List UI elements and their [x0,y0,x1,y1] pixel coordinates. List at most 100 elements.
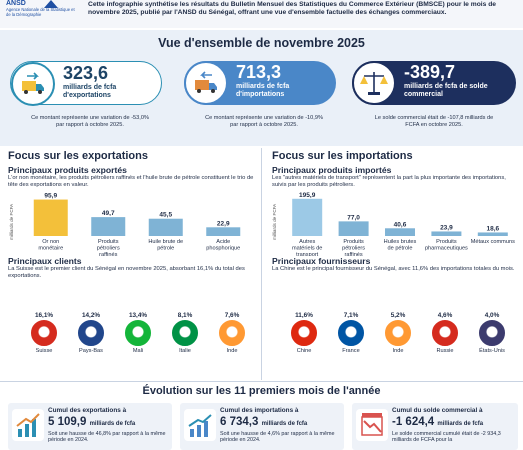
country-share: 11,6% [295,312,313,319]
evo-exports-head: Cumul des exportations à [48,407,127,414]
bar-category-label: Autres matériels de transport [292,239,322,256]
country-share: 5,2% [390,312,406,319]
bar [33,199,68,236]
country-flag-icon [31,320,57,346]
evo-imports-note: Soit une hausse de 4,6% par rapport à la… [220,431,335,444]
country-share: 4,6% [437,312,453,319]
bar-value-label: 49,7 [102,210,115,217]
exports-clients-text: La Suisse est le premier client du Sénég… [8,266,245,279]
bar-category-label: Acide phosphorique [206,239,240,252]
exports-note: Ce montant représente une variation de -… [31,115,149,128]
bar-category-label: Huiles brutes de pétrole [384,239,417,252]
bar [338,221,369,236]
rising-chart-icon [184,409,216,441]
header: ANSD Agence Nationale de la Statistique … [0,0,523,28]
bar-category-label: Métaux communs [471,239,515,245]
evo-imports-head: Cumul des importations à [220,407,299,414]
bar [148,218,183,236]
country-name: France [342,348,360,354]
logo-mark-icon [44,0,58,8]
exports-bar-chart: 95,9 Or non monétaire 49,7 Produits pétrolier… [33,193,241,256]
country-share: 14,2% [81,312,101,319]
exports-label: milliards de fcfa d'exportations [63,84,117,99]
rising-chart-icon [12,409,44,441]
evo-balance-note: Le solde commercial cumulé était de -2 9… [392,431,501,444]
bar [477,232,508,236]
bar-value-label: 23,9 [440,224,453,231]
country-flag-icon [479,320,505,346]
imports-value: 713,3 [236,62,282,82]
balance-kpi: -389,7 milliards de fcfa de solde commer… [352,61,516,105]
country-name: Inde [226,348,238,354]
exports-section-title: Focus sur les exportations [8,150,148,162]
country-flag-icon [385,320,411,346]
country-item: 7,6% Inde [210,312,254,354]
country-name: Chine [296,348,312,354]
exports-products-title: Principaux produits exportés [8,165,127,175]
country-item: 14,2% Pays-Bas [69,312,113,354]
imports-bar-chart: 195,9 Autres matériels de transport 77,0 Prod… [292,192,515,256]
imports-products-text: Les "autres matériels de transport" repr… [272,175,506,188]
exports-kpi: 323,6 milliards de fcfa d'exportations [10,61,162,106]
imports-products-title: Principaux produits importés [272,165,392,175]
bar-category-label: Huile brute de pétrole [148,239,183,252]
evolution-card-balance: Cumul du solde commercial à -1 624,4 mil… [352,403,518,450]
balance-label: milliards de fcfa de solde commercial [404,83,488,98]
imports-section-title: Focus sur les importations [272,150,413,162]
evolution-title: Évolution sur les 11 premiers mois de l'… [142,385,381,397]
bar-value-label: 22,9 [217,220,230,227]
country-item: 11,6% Chine [282,312,326,354]
bar-value-label: 195,9 [299,192,316,199]
country-name: Russie [436,348,454,354]
scale-icon [352,61,396,105]
imports-label: milliards de fcfa d'importations [236,83,290,98]
evo-balance-head: Cumul du solde commercial à [392,407,483,414]
logo-text: ANSD [6,0,26,7]
balance-note: Le solde commercial était de -107,8 mill… [374,115,494,128]
bar-category-label: Or non monétaire [38,239,63,252]
evo-exports-value: 5 109,9 milliards de fcfa [48,416,136,428]
country-flag-icon [432,320,458,346]
bar-value-label: 45,5 [159,212,172,219]
country-share: 7,6% [224,312,240,319]
bar-category-label: Produits pétroliers raffinés [342,239,365,256]
imports-suppliers-title: Principaux fournisseurs [272,256,371,266]
evo-exports-note: Soit une hausse de 46,8% par rapport à l… [48,431,166,444]
bar-category-label: Produits pharmaceutiques [425,239,468,252]
bar-value-label: 77,0 [347,214,360,221]
evolution-card-imports: Cumul des importations à 6 734,3 milliar… [180,403,344,450]
country-flag-icon [78,320,104,346]
balance-value: -389,7 [404,62,456,82]
evolution-divider [0,381,523,382]
imports-kpi: 713,3 milliards de fcfa d'importations [184,61,336,105]
country-item: 8,1% Italie [163,312,207,354]
bar-value-label: 18,6 [486,225,499,232]
country-flag-icon [338,320,364,346]
exports-products-text: L'or non monétaire, les produits pétroli… [8,175,254,188]
bar [292,198,323,236]
country-item: 16,1% Suisse [22,312,66,354]
country-share: 8,1% [177,312,193,319]
country-name: Inde [392,348,404,354]
evo-imports-value: 6 734,3 milliards de fcfa [220,416,308,428]
country-item: 7,1% France [329,312,373,354]
bar [91,217,126,236]
country-flag-icon [219,320,245,346]
evo-balance-value: -1 624,4 milliards de fcfa [392,416,484,428]
bar [431,231,462,236]
import-truck-icon [184,61,228,105]
imports-note: Ce montant représente une variation de -… [205,115,323,128]
country-name: États-Unis [479,348,505,354]
bar-value-label: 95,9 [44,193,57,200]
evolution-card-exports: Cumul des exportations à 5 109,9 milliar… [8,403,172,450]
country-share: 7,1% [343,312,359,319]
country-name: Italie [179,348,191,354]
country-item: 5,2% Inde [376,312,420,354]
imports-suppliers-text: La Chine est le principal fournisseur du… [272,266,515,272]
intro-text: Cette infographie synthétise les résulta… [88,1,497,16]
country-name: Mali [132,348,144,354]
country-flag-icon [125,320,151,346]
country-flag-icon [172,320,198,346]
country-share: 4,0% [484,312,500,319]
bar-category-label: Produits pétroliers raffinés [97,239,120,256]
